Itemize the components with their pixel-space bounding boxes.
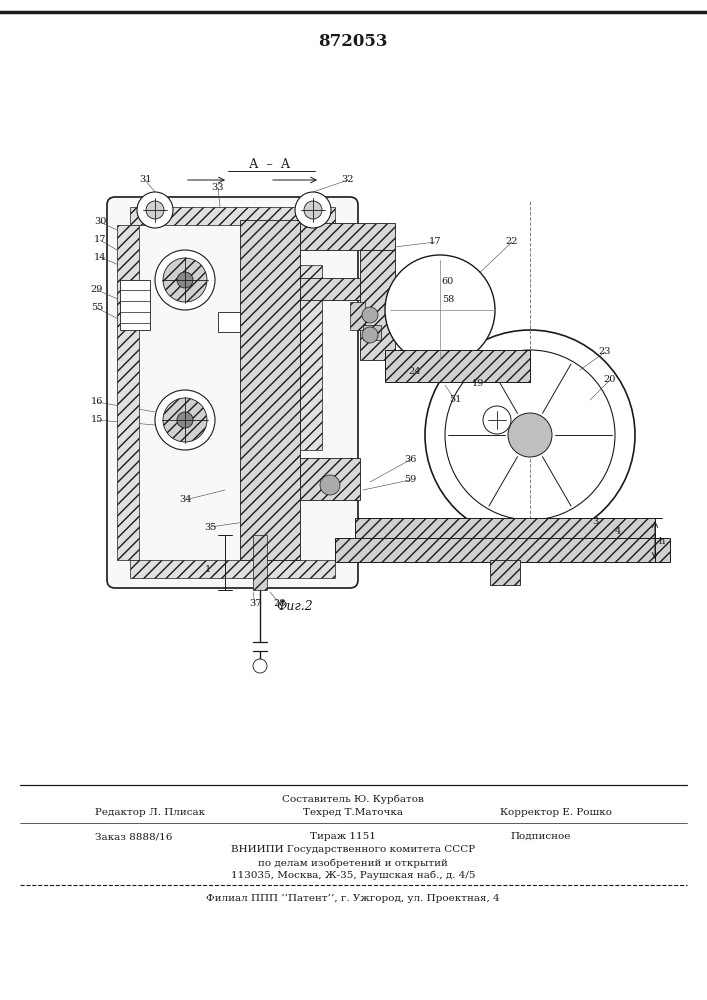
Text: 20: 20 [604, 375, 617, 384]
Text: Корректор Е. Рошко: Корректор Е. Рошко [500, 808, 612, 817]
Circle shape [295, 192, 331, 228]
Circle shape [385, 255, 495, 365]
Circle shape [362, 307, 378, 323]
Circle shape [155, 390, 215, 450]
Circle shape [163, 258, 207, 302]
Text: 34: 34 [179, 495, 192, 504]
Text: 36: 36 [404, 456, 416, 464]
Text: Редактор Л. Плисак: Редактор Л. Плисак [95, 808, 205, 817]
Text: 3: 3 [592, 518, 598, 526]
Text: h: h [659, 538, 665, 546]
Circle shape [304, 201, 322, 219]
Bar [300, 278, 360, 300]
Bar [300, 458, 360, 500]
Bar [218, 312, 240, 332]
Circle shape [483, 406, 511, 434]
Text: 32: 32 [341, 176, 354, 184]
Bar [240, 220, 300, 560]
FancyBboxPatch shape [107, 197, 358, 588]
Bar [253, 535, 267, 590]
Text: 51: 51 [449, 395, 461, 404]
Text: Филиал ППП ’’Патент’’, г. Ужгород, ул. Проектная, 4: Филиал ППП ’’Патент’’, г. Ужгород, ул. П… [206, 894, 500, 903]
Text: 24: 24 [409, 367, 421, 376]
Text: по делам изобретений и открытий: по делам изобретений и открытий [258, 858, 448, 867]
Text: 35: 35 [204, 522, 216, 532]
Circle shape [320, 475, 340, 495]
Text: Техред Т.Маточка: Техред Т.Маточка [303, 808, 403, 817]
Circle shape [445, 350, 615, 520]
Text: 17: 17 [94, 235, 106, 244]
Text: 33: 33 [212, 184, 224, 192]
Circle shape [508, 413, 552, 457]
Circle shape [146, 201, 164, 219]
Text: 58: 58 [442, 296, 454, 304]
Bar [130, 207, 335, 225]
Text: 15: 15 [90, 416, 103, 424]
Circle shape [177, 412, 193, 428]
Bar [130, 560, 335, 578]
Circle shape [425, 330, 635, 540]
Circle shape [177, 272, 193, 288]
Circle shape [253, 659, 267, 673]
Text: 4: 4 [615, 528, 621, 536]
Bar [120, 280, 150, 330]
Text: 59: 59 [404, 476, 416, 485]
Bar [360, 250, 395, 360]
Circle shape [155, 250, 215, 310]
Circle shape [137, 192, 173, 228]
Text: 60: 60 [442, 277, 454, 286]
Circle shape [362, 327, 378, 343]
Text: 55: 55 [91, 304, 103, 312]
Text: Заказ 8888/16: Заказ 8888/16 [95, 832, 173, 841]
Text: 22: 22 [506, 237, 518, 246]
Text: 1: 1 [205, 566, 211, 574]
Circle shape [163, 398, 207, 442]
Text: 29: 29 [90, 286, 103, 294]
Text: А  –  А: А – А [250, 158, 291, 172]
Text: 37: 37 [249, 599, 262, 608]
Bar [117, 225, 139, 560]
Bar [490, 560, 520, 585]
Bar [300, 223, 395, 250]
Text: 23: 23 [599, 348, 612, 357]
Text: 19: 19 [472, 378, 484, 387]
Bar [363, 325, 381, 340]
Bar [385, 350, 530, 382]
Text: 14: 14 [94, 252, 106, 261]
Text: 872053: 872053 [318, 33, 387, 50]
Text: ВНИИПИ Государственного комитета СССР: ВНИИПИ Государственного комитета СССР [231, 845, 475, 854]
Bar [300, 265, 322, 450]
Text: Составитель Ю. Курбатов: Составитель Ю. Курбатов [282, 795, 424, 804]
Text: 31: 31 [139, 176, 151, 184]
Text: 113035, Москва, Ж-35, Раушская наб., д. 4/5: 113035, Москва, Ж-35, Раушская наб., д. … [230, 871, 475, 880]
Text: Фиг.2: Фиг.2 [276, 600, 313, 613]
Bar [335, 538, 670, 562]
Text: 17: 17 [428, 237, 441, 246]
Bar [355, 518, 655, 540]
Text: Подписное: Подписное [510, 832, 571, 841]
Text: 16: 16 [90, 397, 103, 406]
Bar [350, 302, 365, 330]
Text: 30: 30 [94, 218, 106, 227]
Text: 28: 28 [274, 599, 286, 608]
Text: Тираж 1151: Тираж 1151 [310, 832, 376, 841]
